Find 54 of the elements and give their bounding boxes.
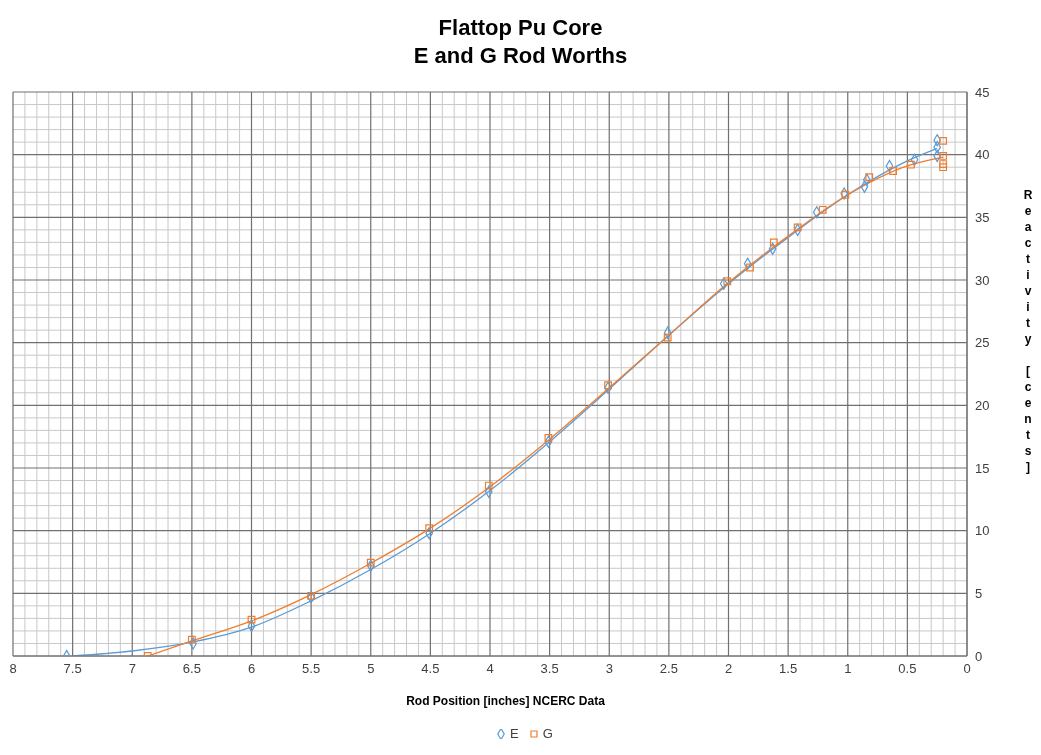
x-tick-label: 3.5: [540, 661, 559, 677]
point: [939, 136, 948, 145]
y-tick-label: 5: [975, 585, 983, 601]
point: [889, 167, 897, 175]
y-tick-label: 20: [975, 397, 990, 413]
x-tick-label: 3: [605, 661, 613, 677]
point: [425, 524, 434, 533]
chart-title: Flattop Pu Core E and G Rod Worths: [412, 14, 629, 70]
y-axis-title: Reactivity [cents]: [1021, 188, 1035, 476]
point: [939, 152, 948, 160]
y-tick-label: 45: [975, 84, 990, 100]
x-tick-label: 4: [486, 661, 494, 677]
y-tick-label: 10: [975, 523, 990, 539]
point: [841, 190, 850, 199]
x-tick-label: 0.5: [898, 661, 917, 677]
x-axis-title: Rod Position [inches] NCERC Data: [405, 694, 606, 708]
y-tick-label: 15: [975, 460, 990, 476]
point: [939, 163, 948, 172]
legend-label: G: [542, 726, 553, 741]
y-tick-label: 0: [975, 648, 983, 664]
point: [769, 238, 778, 247]
x-tick-label: 6: [247, 661, 256, 677]
x-tick-label: 2.5: [659, 661, 678, 677]
x-tick-label: 7.5: [63, 661, 82, 677]
x-tick-label: 7: [128, 661, 136, 677]
x-tick-label: 1: [844, 661, 852, 677]
x-tick-label: 6.5: [182, 661, 201, 677]
y-tick-label: 35: [975, 209, 990, 225]
point: [939, 160, 948, 168]
y-tick-label: 30: [975, 272, 990, 288]
legend-label: E: [510, 726, 519, 741]
point: [484, 481, 493, 490]
point: [907, 160, 915, 169]
y-tick-label: 25: [975, 335, 990, 351]
y-tick-label: 40: [975, 147, 990, 163]
x-tick-label: 5: [367, 661, 375, 677]
point: [366, 558, 375, 567]
point: [723, 277, 732, 286]
x-tick-label: 8: [9, 661, 17, 677]
point: [307, 591, 316, 600]
point: [604, 381, 612, 390]
point: [793, 223, 802, 232]
x-tick-label: 0: [963, 661, 971, 677]
x-tick-label: 1.5: [779, 661, 798, 677]
point: [544, 434, 553, 442]
x-tick-label: 4.5: [421, 661, 440, 677]
point: [865, 173, 874, 182]
point: [818, 205, 827, 214]
point: [746, 263, 754, 272]
point: [187, 635, 196, 644]
point: [663, 333, 672, 342]
x-tick-label: 2: [724, 661, 733, 677]
x-tick-label: 5.5: [302, 661, 321, 677]
point: [247, 615, 256, 624]
